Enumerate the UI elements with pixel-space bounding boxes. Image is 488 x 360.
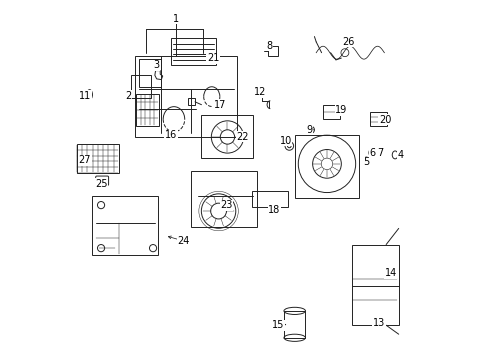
Text: 25: 25: [95, 179, 107, 189]
Text: 2: 2: [124, 91, 131, 101]
Text: 15: 15: [272, 320, 284, 330]
Bar: [135, 56, 237, 137]
Text: 9: 9: [305, 125, 311, 135]
Text: 10: 10: [279, 136, 291, 145]
Text: 3: 3: [153, 60, 160, 70]
Text: 14: 14: [384, 268, 396, 278]
Text: 19: 19: [334, 105, 347, 115]
Bar: [267, 46, 277, 56]
Bar: [295, 135, 358, 198]
Text: 23: 23: [220, 200, 232, 210]
Text: 21: 21: [206, 53, 219, 63]
Bar: [251, 191, 287, 207]
Text: 11: 11: [79, 91, 91, 101]
Bar: [136, 94, 159, 126]
Bar: [323, 105, 339, 119]
Bar: [369, 112, 386, 126]
Bar: [201, 116, 253, 158]
Text: 22: 22: [236, 132, 248, 142]
Bar: [92, 196, 158, 255]
Bar: [139, 59, 161, 87]
Text: 16: 16: [164, 130, 177, 140]
Text: 6: 6: [369, 148, 375, 158]
Text: 24: 24: [177, 236, 189, 246]
Text: 7: 7: [376, 148, 383, 158]
Bar: [131, 75, 150, 98]
Text: 13: 13: [372, 319, 385, 328]
Text: 26: 26: [342, 37, 354, 47]
Text: 8: 8: [266, 41, 272, 50]
Bar: [284, 311, 305, 338]
Bar: [171, 39, 215, 65]
Text: 17: 17: [213, 100, 226, 110]
Text: 20: 20: [378, 115, 390, 125]
Bar: [77, 144, 119, 173]
Bar: [190, 171, 257, 226]
Text: 18: 18: [267, 206, 280, 216]
Text: 5: 5: [363, 157, 369, 167]
Text: 27: 27: [79, 155, 91, 165]
Text: 4: 4: [397, 150, 403, 160]
Bar: [187, 98, 195, 105]
Text: 12: 12: [254, 87, 266, 97]
Bar: [351, 244, 398, 325]
Text: 1: 1: [173, 14, 179, 24]
